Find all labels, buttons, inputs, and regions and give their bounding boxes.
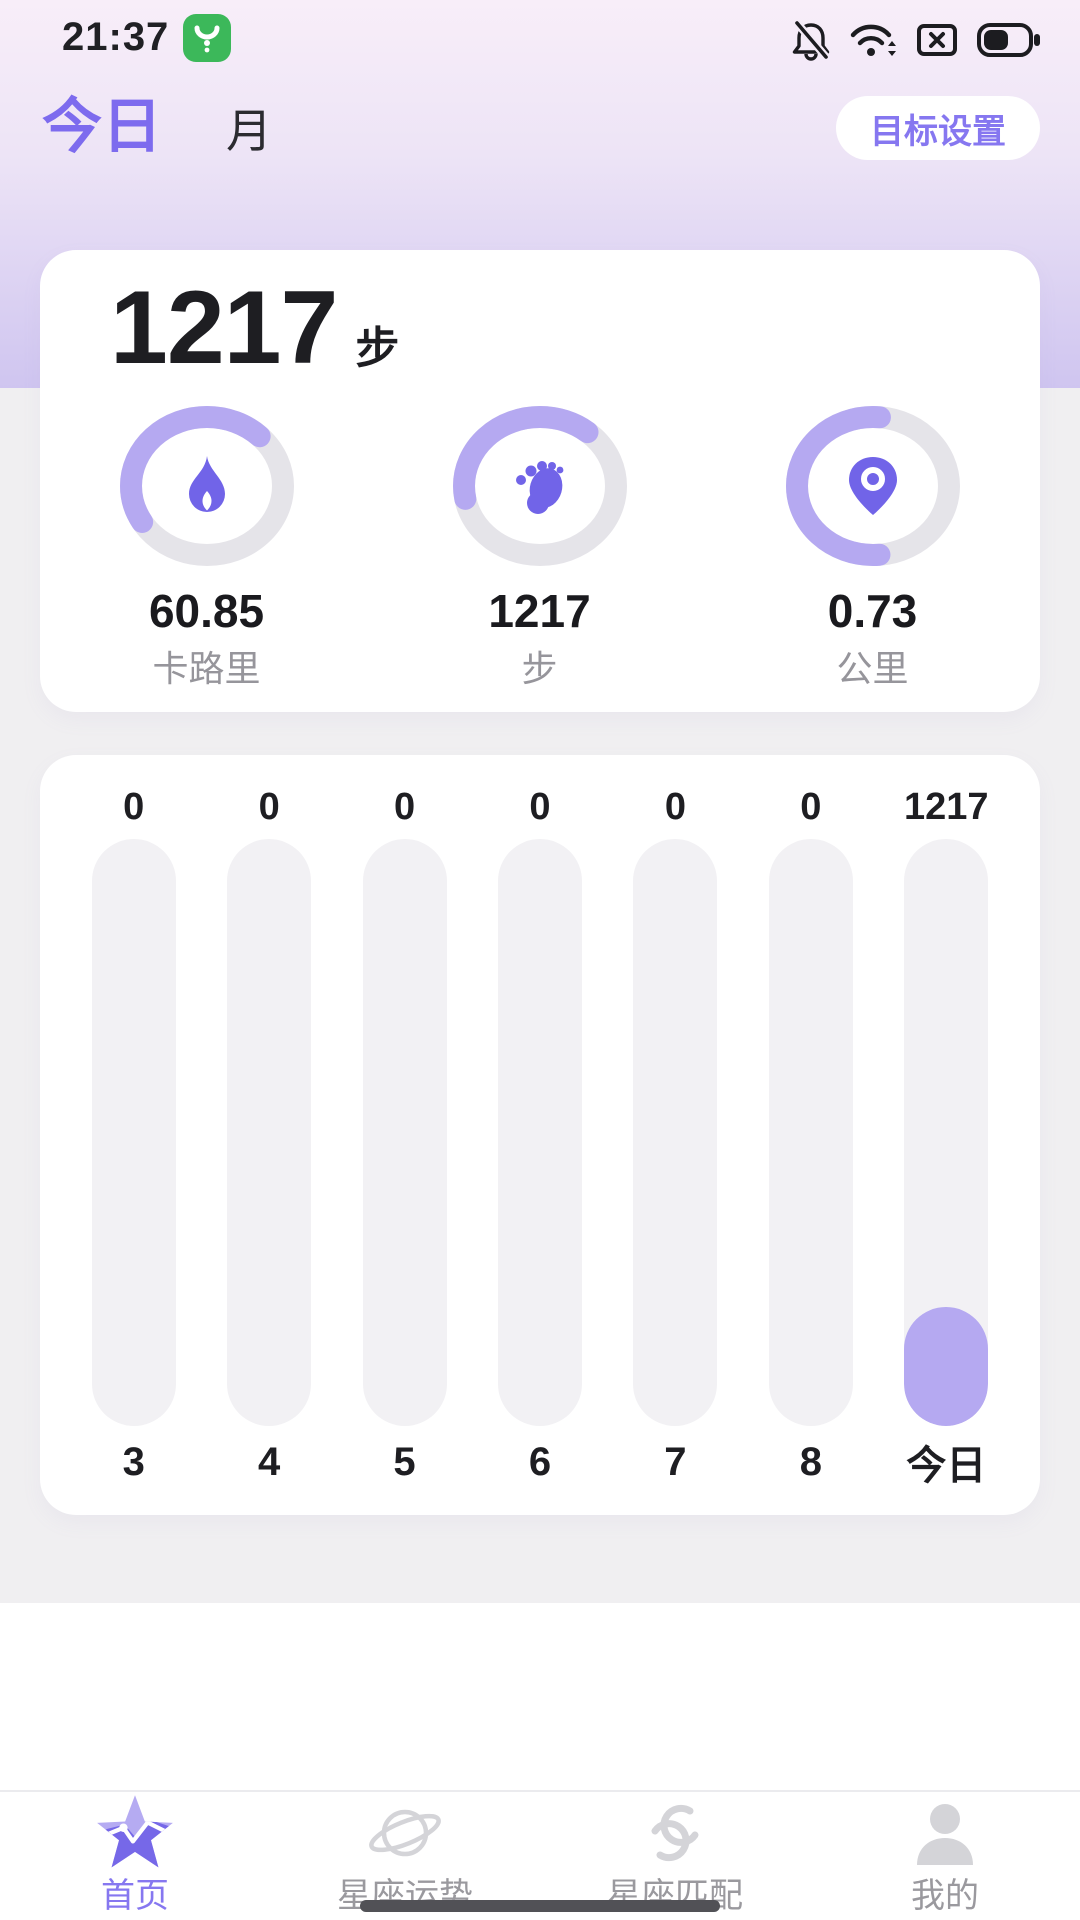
bar-x-label: 5 bbox=[393, 1439, 416, 1484]
notification-app-icon bbox=[183, 14, 231, 62]
bar-chart: 0 3 0 4 0 5 0 6 0 7 0 8 1217 今日 bbox=[40, 755, 1040, 1489]
tab-home[interactable]: 首页 bbox=[0, 1792, 270, 1915]
bar-value-label: 1217 bbox=[903, 785, 989, 828]
bar-track bbox=[768, 839, 853, 1426]
clock: 21:37 bbox=[62, 15, 170, 59]
bar-track bbox=[633, 839, 718, 1426]
wifi-icon bbox=[850, 24, 896, 56]
person-icon bbox=[905, 1800, 985, 1866]
calories-value: 60.85 bbox=[148, 585, 265, 637]
bar-track bbox=[227, 839, 312, 1426]
ring-distance bbox=[785, 406, 960, 566]
steps-progress-ring bbox=[447, 400, 633, 572]
bar-x-label: 8 bbox=[799, 1439, 822, 1484]
steps-total: 1217 步 bbox=[110, 276, 1040, 380]
calories-label: 卡路里 bbox=[152, 648, 261, 689]
distance-value: 0.73 bbox=[827, 585, 918, 637]
period-tabs: 今日 月 bbox=[42, 78, 272, 165]
tab-mine-label: 我的 bbox=[911, 1877, 979, 1915]
bar-track bbox=[497, 839, 582, 1426]
flame-icon bbox=[114, 400, 300, 572]
status-bar: 21:37 bbox=[0, 8, 1080, 64]
app-icon bbox=[194, 25, 220, 53]
calories-progress-ring bbox=[114, 400, 300, 572]
bell-off-icon bbox=[792, 20, 830, 61]
tab-match[interactable]: 星座匹配 bbox=[540, 1792, 810, 1915]
swirl-icon bbox=[635, 1800, 715, 1866]
sim-missing-icon bbox=[917, 24, 957, 56]
goal-settings-button[interactable]: 目标设置 bbox=[836, 96, 1040, 160]
weekly-steps-chart-card: 0 3 0 4 0 5 0 6 0 7 0 8 1217 今日 bbox=[40, 755, 1040, 1515]
tab-today[interactable]: 今日 bbox=[42, 93, 162, 160]
location-pin-icon bbox=[780, 400, 966, 572]
bar-value-label: 0 bbox=[529, 785, 551, 828]
bar-fill bbox=[904, 1307, 989, 1426]
metric-calories: 60.85 卡路里 bbox=[40, 400, 373, 692]
tab-home-label: 首页 bbox=[101, 1877, 169, 1915]
bar-value-label: 0 bbox=[800, 785, 822, 828]
battery-icon bbox=[977, 23, 1040, 57]
ring-steps bbox=[452, 406, 627, 566]
tab-horoscope[interactable]: 星座运势 bbox=[270, 1792, 540, 1915]
status-icons bbox=[790, 18, 1042, 62]
distance-label: 公里 bbox=[836, 648, 909, 689]
page-header: 今日 月 目标设置 bbox=[0, 78, 1080, 174]
steps-value: 1217 bbox=[488, 585, 591, 637]
steps-total-unit: 步 bbox=[355, 324, 400, 373]
bottom-tab-bar: 首页 星座运势 星座匹配 bbox=[0, 1790, 1080, 1920]
metric-distance: 0.73 公里 bbox=[706, 400, 1039, 692]
bar-track bbox=[904, 839, 989, 1426]
planet-icon bbox=[365, 1800, 445, 1866]
bar-track bbox=[362, 839, 447, 1426]
bar-x-label: 7 bbox=[664, 1439, 687, 1484]
ring-calories bbox=[119, 406, 294, 566]
tab-mine[interactable]: 我的 bbox=[810, 1792, 1080, 1915]
steps-total-value: 1217 bbox=[110, 270, 338, 386]
metrics-row: 60.85 卡路里 bbox=[40, 400, 1040, 692]
star-icon bbox=[93, 1795, 177, 1868]
steps-label: 步 bbox=[521, 648, 558, 689]
distance-progress-ring bbox=[780, 400, 966, 572]
metric-steps: 1217 步 bbox=[373, 400, 706, 692]
steps-summary-card: 1217 步 60.85 卡路里 bbox=[40, 250, 1040, 712]
bar-value-label: 0 bbox=[123, 785, 145, 828]
bar-value-label: 0 bbox=[258, 785, 280, 828]
bar-value-label: 0 bbox=[664, 785, 686, 828]
bar-x-label: 6 bbox=[528, 1439, 552, 1484]
bar-x-label: 4 bbox=[258, 1439, 281, 1484]
bar-x-label: 今日 bbox=[906, 1444, 987, 1488]
home-indicator[interactable] bbox=[360, 1900, 720, 1912]
bar-value-label: 0 bbox=[393, 785, 416, 828]
footprint-icon bbox=[447, 400, 633, 572]
bar-track bbox=[91, 839, 176, 1426]
bar-x-label: 3 bbox=[122, 1439, 145, 1484]
chart-column-今日[interactable]: 1217 今日 bbox=[879, 785, 1014, 1489]
tab-month[interactable]: 月 bbox=[226, 105, 272, 157]
